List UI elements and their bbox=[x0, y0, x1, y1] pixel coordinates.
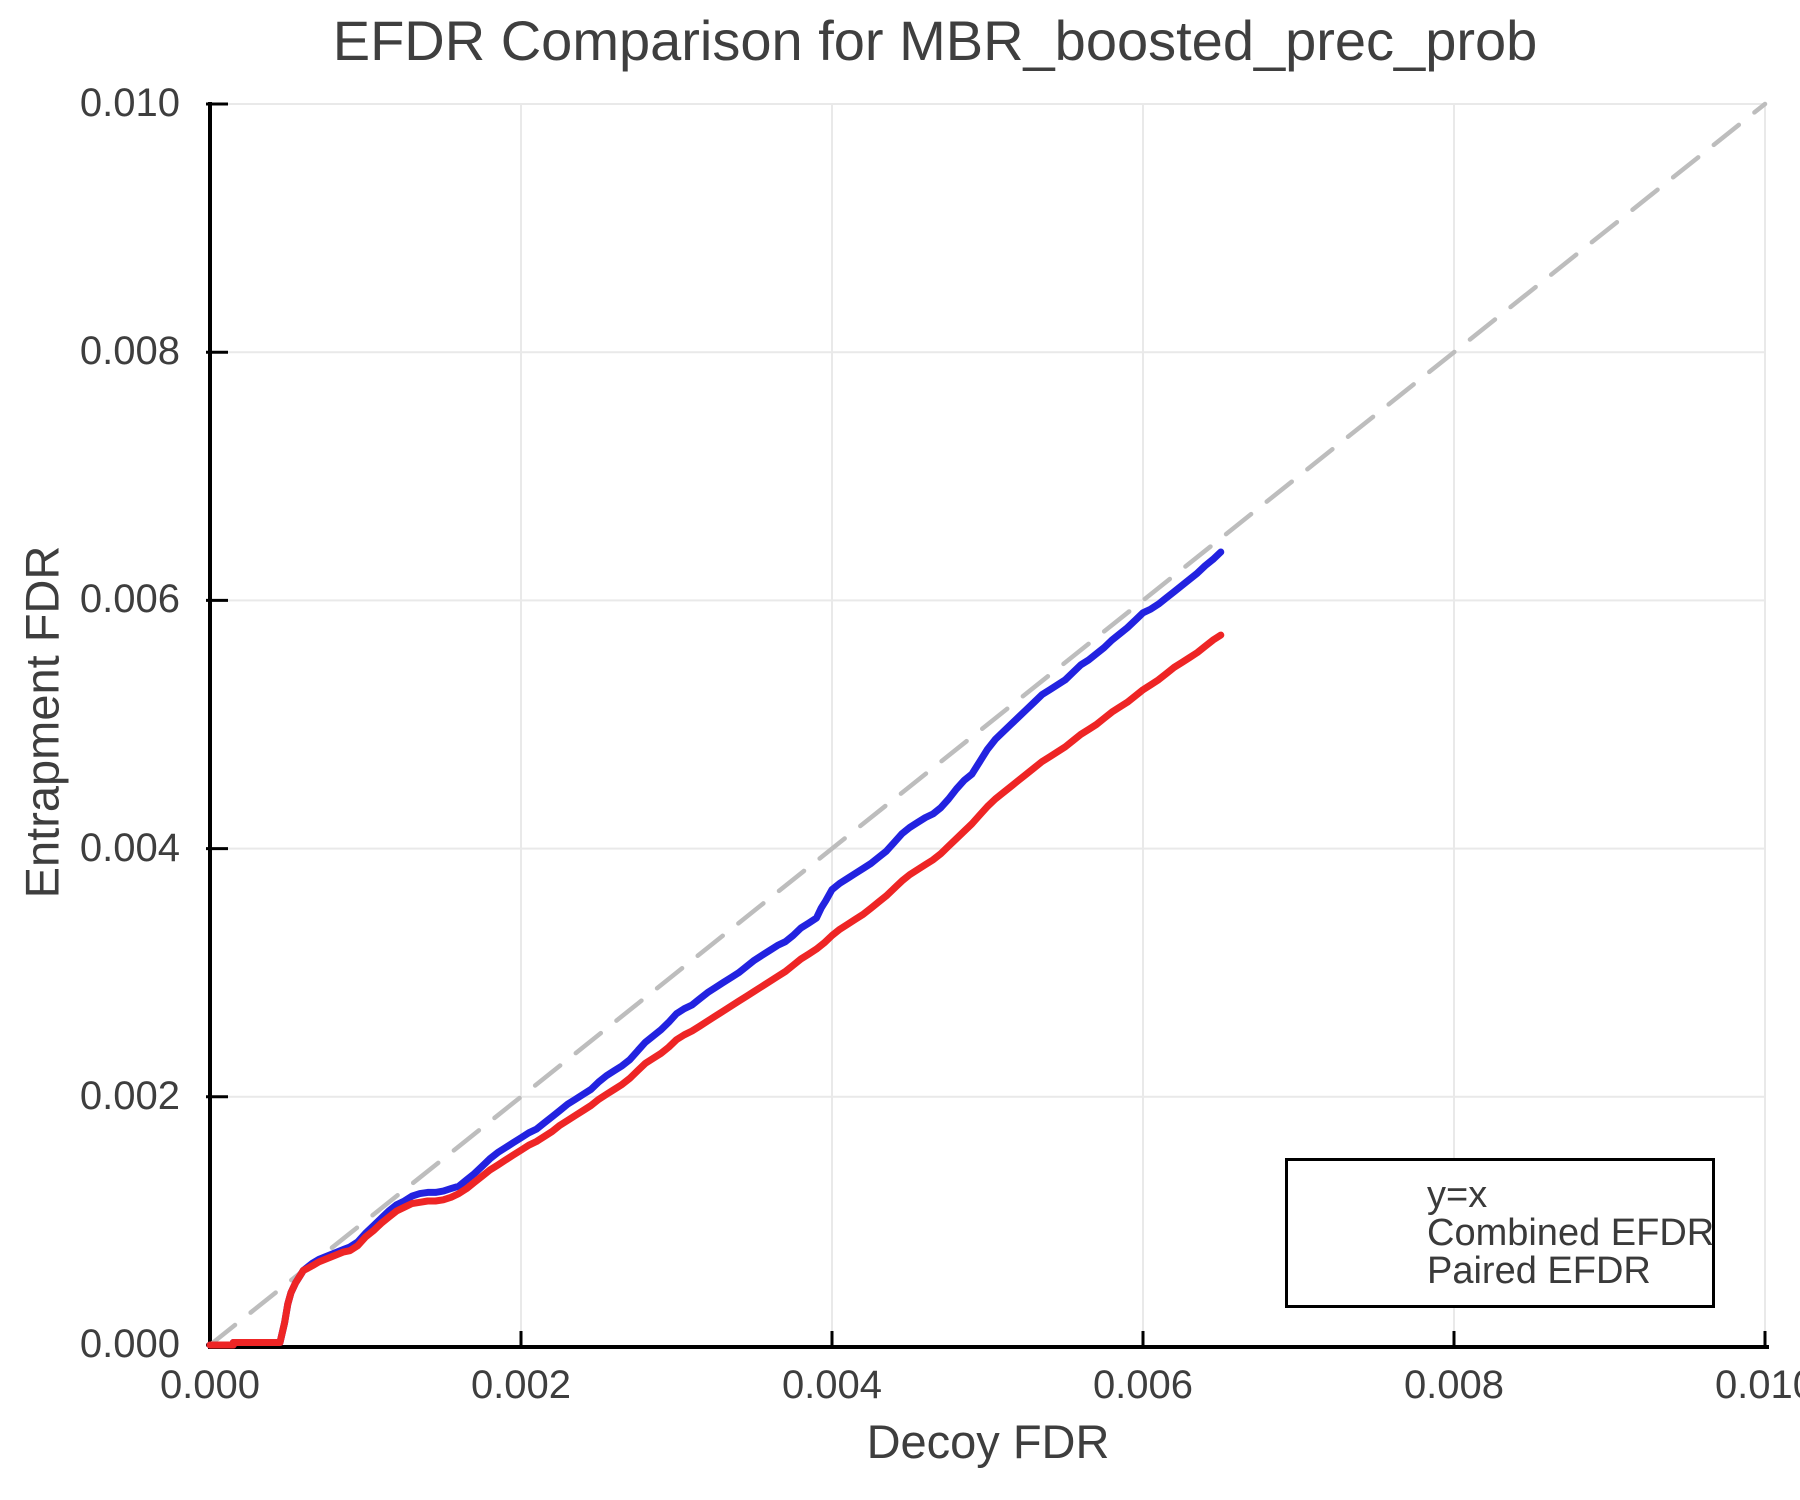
y-tick-label: 0.000 bbox=[79, 1322, 180, 1366]
identity-line bbox=[207, 101, 1768, 1348]
legend-item-paired-efdr: Paired EFDR bbox=[1304, 1252, 1712, 1290]
data-series bbox=[206, 101, 1768, 1349]
legend-label-combined-efdr: Combined EFDR bbox=[1427, 1212, 1715, 1254]
x-axis-label: Decoy FDR bbox=[866, 1415, 1110, 1468]
x-tick-label: 0.010 bbox=[1714, 1363, 1800, 1407]
x-tick-label: 0.002 bbox=[470, 1363, 572, 1407]
gridlines bbox=[210, 103, 1766, 1345]
legend-label-paired-efdr: Paired EFDR bbox=[1427, 1250, 1651, 1292]
y-tick-label: 0.010 bbox=[79, 81, 180, 125]
combined-efdr-line bbox=[206, 548, 1225, 1349]
legend-label-identity: y=x bbox=[1427, 1174, 1488, 1216]
y-tick-label: 0.008 bbox=[79, 329, 180, 374]
x-tick-label: 0.006 bbox=[1092, 1363, 1194, 1407]
x-tick-label: 0.008 bbox=[1403, 1363, 1505, 1407]
legend-item-identity: y=x bbox=[1304, 1176, 1712, 1214]
y-tick-label: 0.004 bbox=[79, 825, 180, 870]
legend-item-combined-efdr: Combined EFDR bbox=[1304, 1212, 1715, 1254]
y-tick-label: 0.002 bbox=[79, 1073, 180, 1118]
axis-spines bbox=[208, 102, 1769, 1349]
legend: y=x Combined EFDR Paired EFDR bbox=[1285, 1158, 1715, 1308]
paired-efdr-line bbox=[206, 631, 1225, 1349]
x-tick-label: 0.000 bbox=[159, 1363, 261, 1407]
y-axis-label: Entrapment FDR bbox=[15, 545, 69, 899]
y-tick-label: 0.006 bbox=[79, 577, 180, 622]
chart-title: EFDR Comparison for MBR_boosted_prec_pro… bbox=[332, 9, 1538, 72]
x-tick-label: 0.004 bbox=[781, 1363, 883, 1407]
